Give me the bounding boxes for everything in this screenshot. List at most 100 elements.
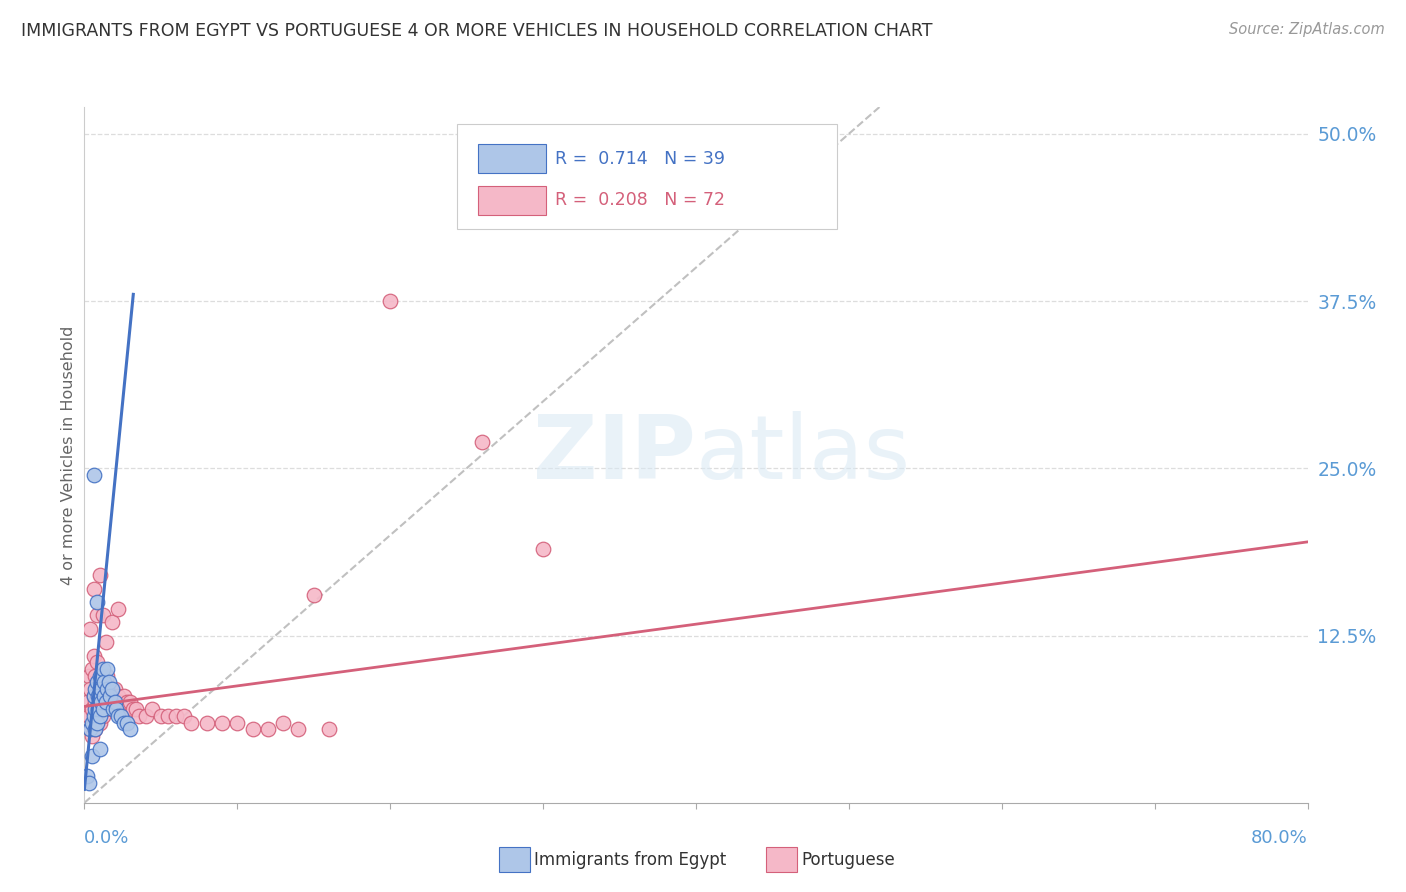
Point xyxy=(83,715,105,730)
Text: ZIP: ZIP xyxy=(533,411,696,499)
Point xyxy=(83,468,105,483)
Point xyxy=(86,689,108,703)
Point xyxy=(107,602,129,616)
Point xyxy=(125,702,148,716)
Point xyxy=(84,702,107,716)
Point xyxy=(86,715,108,730)
Point xyxy=(90,702,112,716)
Point xyxy=(91,708,114,723)
Text: IMMIGRANTS FROM EGYPT VS PORTUGUESE 4 OR MORE VEHICLES IN HOUSEHOLD CORRELATION : IMMIGRANTS FROM EGYPT VS PORTUGUESE 4 OR… xyxy=(21,22,932,40)
Point xyxy=(91,662,114,676)
Point xyxy=(173,708,195,723)
Point xyxy=(105,702,128,716)
Point xyxy=(101,615,124,630)
Point xyxy=(86,675,108,690)
Point xyxy=(93,696,115,710)
Point xyxy=(94,635,117,649)
Point xyxy=(87,702,110,716)
Point xyxy=(471,434,494,449)
Point xyxy=(79,723,101,737)
Point xyxy=(98,689,121,703)
Point xyxy=(91,689,114,703)
Bar xyxy=(478,186,546,215)
Point xyxy=(89,742,111,756)
Text: R =  0.714   N = 39: R = 0.714 N = 39 xyxy=(555,150,725,168)
Point xyxy=(531,541,554,556)
Point xyxy=(80,729,103,743)
Point xyxy=(318,723,340,737)
Point xyxy=(83,648,105,663)
Point xyxy=(103,702,125,716)
Point xyxy=(380,294,402,309)
Point xyxy=(89,708,111,723)
Point xyxy=(135,708,157,723)
Text: atlas: atlas xyxy=(696,411,911,499)
Point xyxy=(86,608,108,623)
Point xyxy=(98,681,121,696)
Point xyxy=(89,669,111,683)
Point xyxy=(94,702,117,716)
Point xyxy=(101,689,124,703)
Point xyxy=(122,702,145,716)
Point xyxy=(101,681,124,696)
Point xyxy=(302,589,325,603)
Point xyxy=(89,715,111,730)
Point xyxy=(211,715,233,730)
Point xyxy=(90,669,112,683)
Point xyxy=(110,696,132,710)
Point xyxy=(257,723,280,737)
Point xyxy=(77,669,100,683)
Point xyxy=(80,662,103,676)
Point xyxy=(226,715,249,730)
Point xyxy=(157,708,180,723)
Point xyxy=(94,696,117,710)
Point xyxy=(96,689,118,703)
Point xyxy=(128,708,150,723)
Point xyxy=(107,708,129,723)
Point xyxy=(77,708,100,723)
Point xyxy=(96,669,118,683)
Bar xyxy=(478,144,546,173)
Point xyxy=(84,669,107,683)
Point xyxy=(195,715,218,730)
Y-axis label: 4 or more Vehicles in Household: 4 or more Vehicles in Household xyxy=(60,326,76,584)
Point xyxy=(115,696,138,710)
Point xyxy=(103,702,125,716)
Point xyxy=(87,675,110,690)
Point xyxy=(84,681,107,696)
Point xyxy=(89,568,111,582)
Point xyxy=(120,696,142,710)
Point xyxy=(93,675,115,690)
Text: Source: ZipAtlas.com: Source: ZipAtlas.com xyxy=(1229,22,1385,37)
Point xyxy=(77,775,100,790)
Point xyxy=(86,595,108,609)
Point xyxy=(84,723,107,737)
Point xyxy=(112,689,135,703)
Point xyxy=(80,702,103,716)
Point xyxy=(89,681,111,696)
Point xyxy=(87,689,110,703)
Point xyxy=(104,681,127,696)
Point xyxy=(83,582,105,596)
Point xyxy=(76,769,98,783)
Point xyxy=(165,708,187,723)
Point xyxy=(96,662,118,676)
Point xyxy=(90,681,112,696)
Point xyxy=(149,708,172,723)
Text: Portuguese: Portuguese xyxy=(801,851,896,869)
Text: Immigrants from Egypt: Immigrants from Egypt xyxy=(534,851,727,869)
Point xyxy=(97,696,120,710)
Point xyxy=(110,708,132,723)
Text: 80.0%: 80.0% xyxy=(1251,830,1308,847)
Point xyxy=(104,696,127,710)
Point xyxy=(91,608,114,623)
Point xyxy=(108,702,131,716)
Text: 0.0%: 0.0% xyxy=(84,830,129,847)
Point xyxy=(141,702,163,716)
Point xyxy=(83,689,105,703)
Point xyxy=(84,723,107,737)
Point xyxy=(79,723,101,737)
Point xyxy=(93,689,115,703)
Point xyxy=(271,715,294,730)
FancyBboxPatch shape xyxy=(457,124,837,229)
